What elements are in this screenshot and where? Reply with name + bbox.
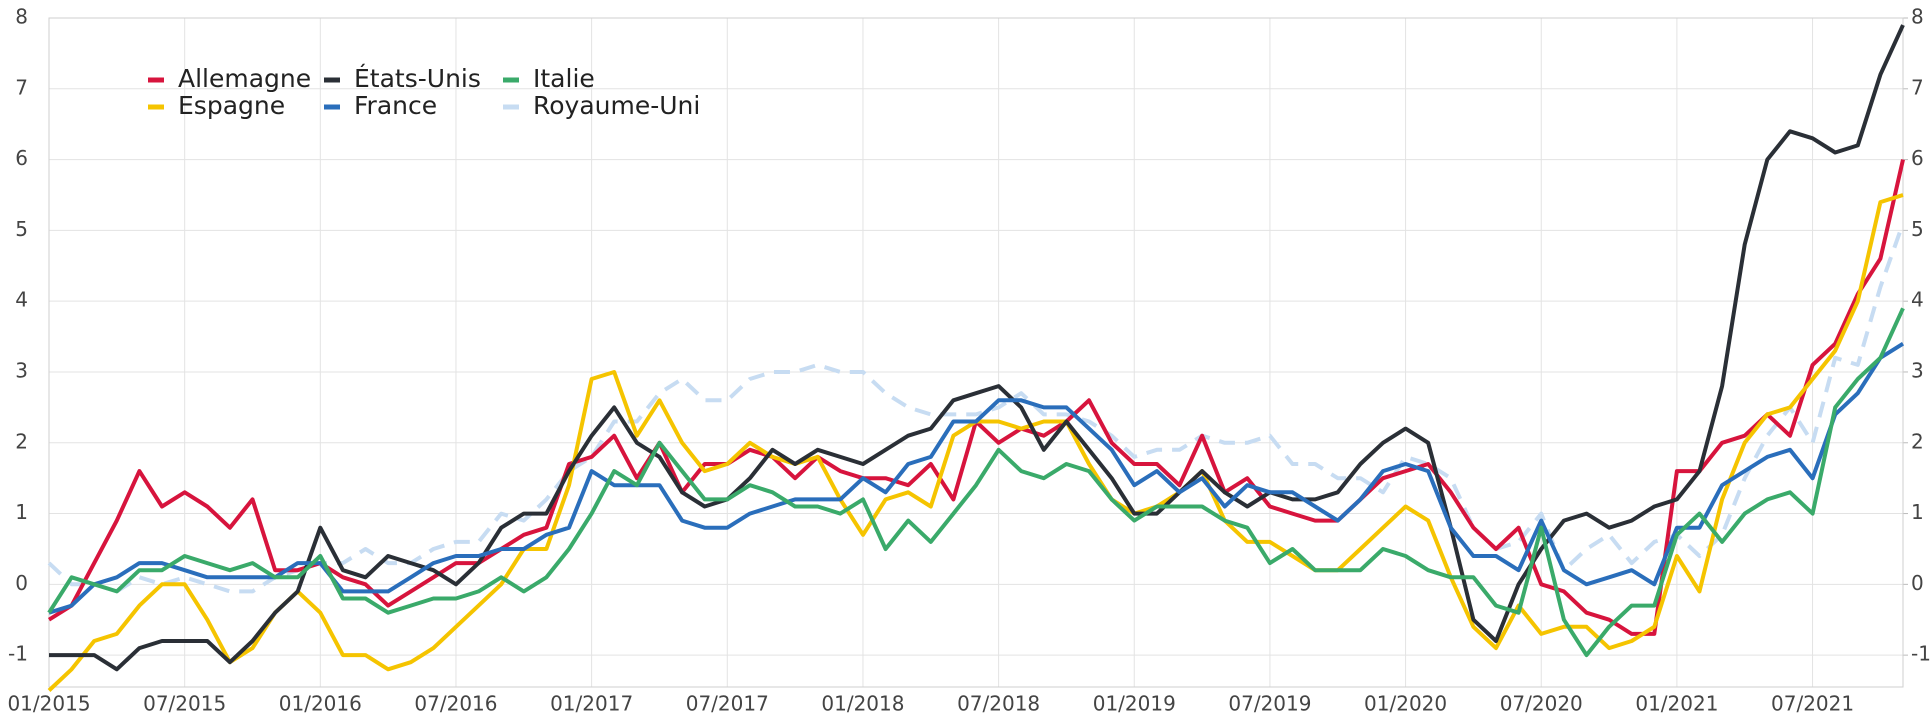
x-tick-label: 01/2018 [821, 692, 904, 716]
y-tick-label: 6 [15, 146, 28, 170]
y2-tick-label: 7 [1911, 75, 1924, 99]
y2-tick-label: 3 [1911, 358, 1924, 382]
x-tick-label: 07/2021 [1771, 692, 1854, 716]
y2-tick-label: 6 [1911, 146, 1924, 170]
y2-tick-label: 4 [1911, 288, 1924, 312]
x-tick-label: 01/2016 [279, 692, 362, 716]
y2-tick-label: 2 [1911, 429, 1924, 453]
x-tick-label: 01/2020 [1364, 692, 1447, 716]
legend-label: Royaume-Uni [533, 91, 700, 120]
plot-frame [48, 17, 1904, 688]
x-tick-label: 07/2017 [686, 692, 769, 716]
x-tick-label: 01/2019 [1093, 692, 1176, 716]
y2-tick-label: 8 [1911, 5, 1924, 29]
y2-tick-label: 0 [1911, 571, 1924, 595]
y2-tick-label: 1 [1911, 500, 1924, 524]
y-tick-label: 3 [15, 358, 28, 382]
y-tick-label: 8 [15, 5, 28, 29]
series-line [47, 307, 1905, 658]
x-tick-label: 07/2020 [1500, 692, 1583, 716]
legend-label: Allemagne [178, 64, 311, 93]
x-tick-label: 01/2017 [550, 692, 633, 716]
y-tick-label: 0 [15, 571, 28, 595]
legend-label: Italie [533, 64, 595, 93]
x-tick-label: 07/2018 [957, 692, 1040, 716]
legend-label: Espagne [178, 91, 285, 120]
y2-tick-label: -1 [1911, 642, 1930, 666]
y-tick-label: 7 [15, 75, 28, 99]
x-tick-label: 07/2019 [1228, 692, 1311, 716]
y-tick-label: 5 [15, 217, 28, 241]
series-line [47, 222, 1905, 594]
y-tick-label: -1 [8, 642, 28, 666]
x-tick-label: 07/2016 [414, 692, 497, 716]
y-tick-label: 2 [15, 429, 28, 453]
x-tick-label: 07/2015 [143, 692, 226, 716]
series-line [48, 342, 1905, 615]
y-tick-label: 4 [15, 288, 28, 312]
y2-tick-label: 5 [1911, 217, 1924, 241]
legend-label: États-Unis [354, 64, 481, 93]
x-tick-label: 01/2021 [1635, 692, 1718, 716]
x-tick-label: 01/2015 [7, 692, 90, 716]
legend-label: France [354, 91, 437, 120]
y-tick-label: 1 [15, 500, 28, 524]
series-line [49, 24, 1905, 672]
